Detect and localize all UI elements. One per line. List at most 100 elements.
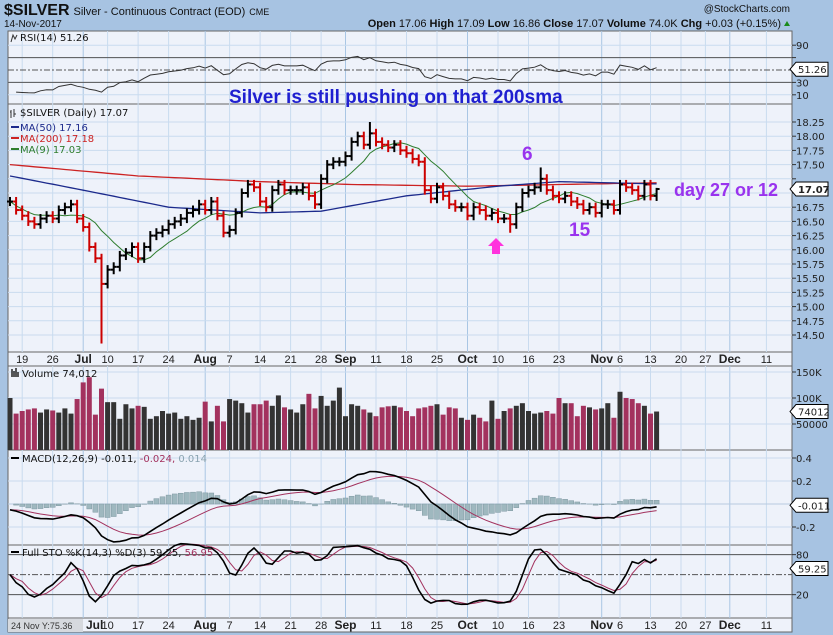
macd-histogram-bar [86, 503, 93, 510]
price-bar [385, 140, 392, 153]
macd-histogram-bar [592, 503, 599, 506]
price-bar [617, 179, 623, 215]
volume-bar [208, 421, 214, 450]
macd-histogram-bar [336, 498, 343, 505]
volume-bar [355, 405, 361, 450]
price-bar [31, 216, 38, 229]
price-bar [354, 131, 361, 147]
macd-histogram-bar [269, 499, 276, 505]
volume-bar [635, 403, 641, 450]
volume-bar [147, 418, 153, 450]
macd-histogram-bar [415, 503, 422, 512]
macd-histogram-bar [361, 495, 367, 505]
price-bar [177, 214, 184, 226]
macd-histogram-bar [574, 501, 581, 505]
volume-bar [343, 416, 348, 450]
macd-histogram-bar [245, 496, 251, 505]
macd-histogram-bar [531, 497, 538, 505]
sto-k-line [9, 542, 658, 606]
volume-bar [251, 404, 257, 450]
volume-bar [282, 407, 287, 450]
volume-bar [465, 419, 470, 450]
volume-bar [477, 417, 483, 450]
exchange: CME [249, 7, 269, 17]
macd-histogram-bar [385, 501, 391, 505]
price-tick-label: 17.50 [796, 161, 825, 172]
price-tick-label: 18.25 [796, 118, 825, 129]
macd-panel[interactable] [7, 449, 793, 546]
x-tick-top: 13 [644, 354, 656, 366]
price-bar [238, 188, 245, 218]
volume-bar [38, 412, 43, 450]
x-tick-bottom: 17 [132, 620, 144, 632]
x-tick-bottom: 21 [284, 620, 296, 632]
rsi-tick-label: 30 [796, 78, 809, 89]
macd-tick-label: 0.4 [796, 454, 812, 465]
price-bar [116, 250, 123, 272]
macd-histogram-bar [300, 501, 306, 505]
macd-histogram-bar [31, 503, 38, 510]
macd-last-tag-box [789, 497, 829, 513]
volume-bar [214, 405, 220, 450]
macd-histogram-bar [397, 503, 404, 506]
price-bar [318, 174, 325, 209]
price-bar [549, 185, 556, 201]
x-tick-top: Oct [457, 352, 477, 366]
volume-bar [599, 408, 605, 450]
volume-bar [501, 411, 507, 450]
volume-bar [160, 411, 165, 450]
volume-bar [562, 403, 568, 450]
volume-bar [367, 412, 373, 450]
volume-bar [623, 398, 629, 450]
x-tick-bottom: Sep [334, 618, 356, 632]
price-bar [305, 182, 312, 201]
x-tick-top: 27 [699, 354, 711, 366]
volume-bar [50, 410, 56, 450]
price-last-tag-box [789, 181, 829, 197]
sto-d-line [9, 543, 657, 605]
volume-tick-label: 150K [796, 368, 822, 379]
price-bar [86, 222, 93, 252]
volume-bar [269, 405, 275, 450]
volume-bar [123, 404, 129, 450]
macd-histogram-bar [348, 495, 355, 505]
macd-histogram-bar [635, 499, 642, 505]
x-tick-top: 20 [675, 354, 687, 366]
volume-tick-label: 50000 [796, 420, 828, 431]
price-bar [171, 216, 178, 229]
x-tick-bottom: 20 [675, 620, 687, 632]
axis-labels: 19 26 Jul 101017172424AugAug77141421212828S… [16, 41, 830, 632]
macd-histogram-bar [92, 503, 99, 513]
macd-histogram-bar [135, 503, 141, 507]
macd-histogram-bar [641, 498, 648, 505]
macd-histogram-bar [184, 492, 190, 505]
macd-last-tag: -0.011 [789, 497, 830, 513]
ma50-legend: MA(50) 17.16 [20, 123, 88, 134]
legends: RSI(14) 51.26 $SILVER (Daily) 17.07 MA(5… [10, 33, 213, 559]
volume-bar [74, 399, 80, 450]
ma200-line [9, 163, 657, 187]
x-tick-bottom: 24 [162, 620, 174, 632]
price-last-tag: 17.07 [789, 181, 830, 197]
x-tick-bottom: 7 [227, 620, 233, 632]
x-tick-top: 11 [761, 354, 772, 366]
ohlc-summary: Open 17.06 High 17.09 Low 16.86 Close 17… [368, 18, 781, 30]
volume-bar [379, 407, 385, 450]
volume-bar [129, 408, 135, 450]
volume-tick-label: 100K [796, 394, 822, 405]
day-count-annotation: day 27 or 12 [674, 180, 778, 200]
price-bar [257, 182, 264, 207]
price-bar [147, 231, 154, 252]
macd-histogram-bar [202, 492, 208, 505]
volume-bar [513, 405, 519, 450]
volume-bar [245, 412, 251, 450]
volume-bar [117, 418, 123, 450]
macd-histogram-bar [281, 499, 288, 505]
macd-histogram-bar [568, 500, 574, 505]
price-bar [281, 179, 288, 195]
macd-histogram-bar [275, 498, 282, 505]
x-tick-top: 6 [617, 354, 623, 366]
rsi-panel[interactable] [7, 30, 793, 105]
